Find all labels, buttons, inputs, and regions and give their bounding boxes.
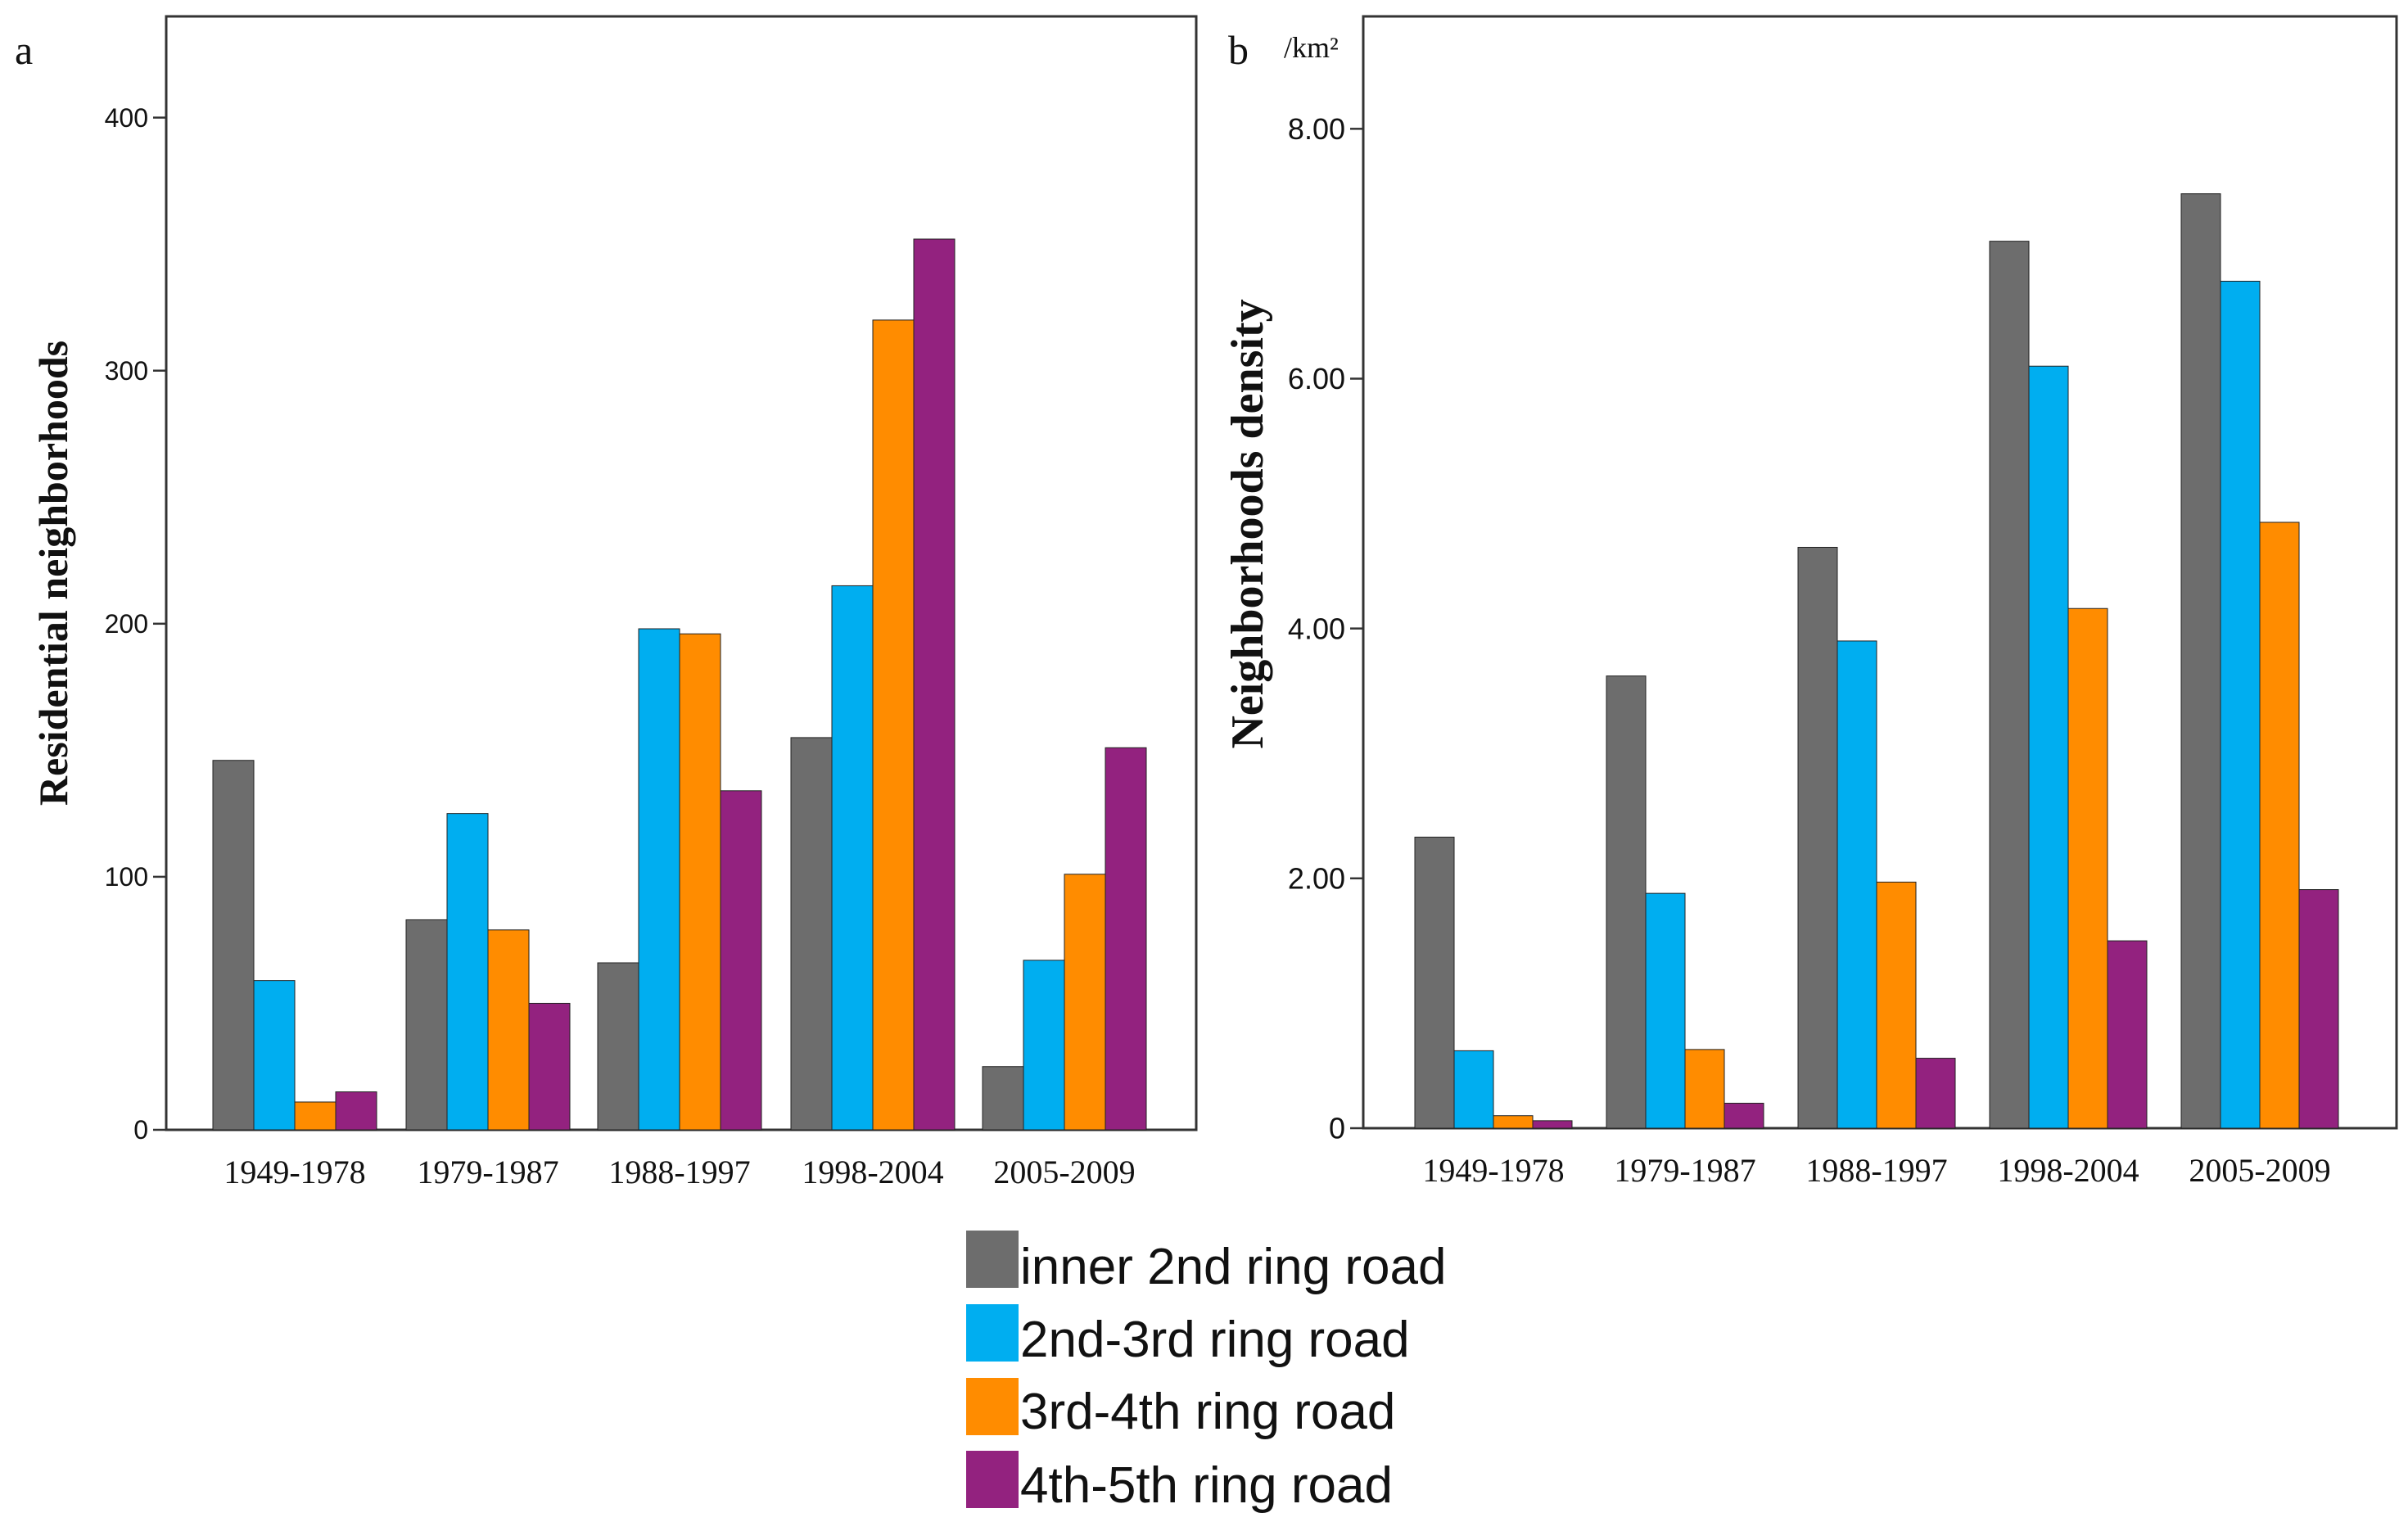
bar-r23-1979-1987 — [446, 813, 489, 1131]
bar-inner2-1979-1987 — [405, 919, 448, 1131]
legend-label-r23: 2nd-3rd ring road — [1020, 1312, 1410, 1368]
bar-inner2-1988-1997 — [597, 962, 639, 1131]
x-tick-label: 1949-1978 — [224, 1154, 365, 1190]
y-tick-label: 100 — [105, 862, 148, 892]
x-tick-label: 1979-1987 — [417, 1154, 558, 1190]
x-tick-label: 1949-1978 — [1422, 1152, 1564, 1189]
bar-r45-1988-1997 — [1915, 1058, 1956, 1129]
legend-swatch-inner2 — [966, 1231, 1019, 1288]
y-tick-label: 4.00 — [1288, 612, 1345, 645]
bar-r45-1949-1978 — [1532, 1120, 1573, 1129]
bar-inner2-2005-2009 — [982, 1066, 1024, 1131]
bar-r34-1979-1987 — [1684, 1049, 1725, 1129]
bar-inner2-1949-1978 — [1414, 836, 1455, 1129]
bar-r23-2005-2009 — [2220, 280, 2261, 1129]
panel-a-label: a — [15, 27, 33, 73]
panel-a-bars — [212, 238, 1147, 1131]
y-tick-label: 400 — [105, 103, 148, 133]
bar-r34-1949-1978 — [1493, 1115, 1534, 1129]
bar-r23-1998-2004 — [2028, 365, 2069, 1129]
bar-r23-1998-2004 — [831, 585, 874, 1131]
bar-r45-1998-2004 — [913, 238, 956, 1131]
bar-r34-1988-1997 — [679, 633, 721, 1131]
bar-r34-1998-2004 — [2067, 607, 2108, 1129]
panel-b-x-ticks: 1949-1978 1979-1987 1988-1997 1998-2004 2005… — [1422, 1152, 2330, 1189]
x-tick-label: 1979-1987 — [1614, 1152, 1755, 1189]
legend-label-r34: 3rd-4th ring road — [1020, 1384, 1395, 1440]
bar-r23-1988-1997 — [1836, 640, 1877, 1129]
bar-r34-1979-1987 — [487, 929, 530, 1131]
bar-r23-1988-1997 — [638, 628, 680, 1131]
panel-b-y-axis-title: Neighborhoods density — [1222, 299, 1273, 748]
y-tick-label: 0 — [1329, 1112, 1345, 1145]
bar-r23-1949-1978 — [1453, 1050, 1494, 1129]
panel-a: a Residential neighborhoods 0 100 200 300 40… — [15, 15, 1198, 1190]
bar-inner2-1979-1987 — [1606, 675, 1647, 1129]
panel-b-bars — [1414, 193, 2339, 1129]
bar-r34-1949-1978 — [294, 1101, 337, 1131]
bar-r34-1988-1997 — [1876, 881, 1917, 1129]
bar-r23-1949-1978 — [253, 980, 296, 1131]
panel-b: b /km² Neighborhoods density 0 2.00 4.00 6.… — [1222, 15, 2398, 1189]
bar-inner2-1988-1997 — [1797, 546, 1838, 1129]
bar-r45-2005-2009 — [2298, 889, 2339, 1129]
bar-r34-2005-2009 — [1064, 874, 1106, 1131]
x-tick-label: 1998-2004 — [802, 1154, 943, 1190]
y-tick-label: 0 — [133, 1115, 148, 1145]
panel-a-x-ticks: 1949-1978 1979-1987 1988-1997 1998-2004 2005… — [224, 1154, 1135, 1190]
bar-r45-1979-1987 — [1724, 1102, 1764, 1129]
bar-r45-1979-1987 — [528, 1002, 571, 1131]
bar-inner2-1998-2004 — [1989, 241, 2030, 1129]
bar-r23-1979-1987 — [1645, 892, 1686, 1129]
x-tick-label: 2005-2009 — [993, 1154, 1135, 1190]
y-tick-label: 300 — [105, 356, 148, 386]
panel-a-y-axis-title: Residential neighborhoods — [30, 341, 76, 806]
y-tick-label: 2.00 — [1288, 861, 1345, 895]
legend: inner 2nd ring road 2nd-3rd ring road 3r… — [966, 1231, 1446, 1514]
bar-inner2-1949-1978 — [212, 760, 255, 1131]
bar-r23-2005-2009 — [1023, 960, 1065, 1131]
x-tick-label: 1988-1997 — [1805, 1152, 1947, 1189]
bar-r34-1998-2004 — [872, 319, 915, 1131]
legend-swatch-r23 — [966, 1304, 1019, 1362]
bar-inner2-1998-2004 — [790, 737, 833, 1131]
bar-r45-1949-1978 — [335, 1091, 377, 1131]
y-tick-label: 6.00 — [1288, 362, 1345, 395]
legend-swatch-r45 — [966, 1451, 1019, 1508]
x-tick-label: 1998-2004 — [1997, 1152, 2139, 1189]
panel-a-y-ticks: 0 100 200 300 400 — [105, 103, 166, 1145]
legend-label-inner2: inner 2nd ring road — [1020, 1239, 1446, 1295]
bar-r34-2005-2009 — [2259, 522, 2300, 1129]
panel-b-label: b — [1228, 27, 1249, 73]
legend-swatch-r34 — [966, 1378, 1019, 1435]
bar-r45-1998-2004 — [2107, 940, 2148, 1129]
x-tick-label: 1988-1997 — [608, 1154, 750, 1190]
y-tick-label: 200 — [105, 609, 148, 639]
bar-r45-1988-1997 — [720, 790, 762, 1131]
x-tick-label: 2005-2009 — [2189, 1152, 2330, 1189]
legend-label-r45: 4th-5th ring road — [1020, 1457, 1393, 1514]
panel-b-y-ticks: 0 2.00 4.00 6.00 8.00 — [1288, 112, 1363, 1145]
bar-r45-2005-2009 — [1105, 747, 1147, 1131]
panel-b-unit-label: /km² — [1284, 31, 1339, 64]
y-tick-label: 8.00 — [1288, 112, 1345, 146]
bar-inner2-2005-2009 — [2180, 193, 2221, 1129]
